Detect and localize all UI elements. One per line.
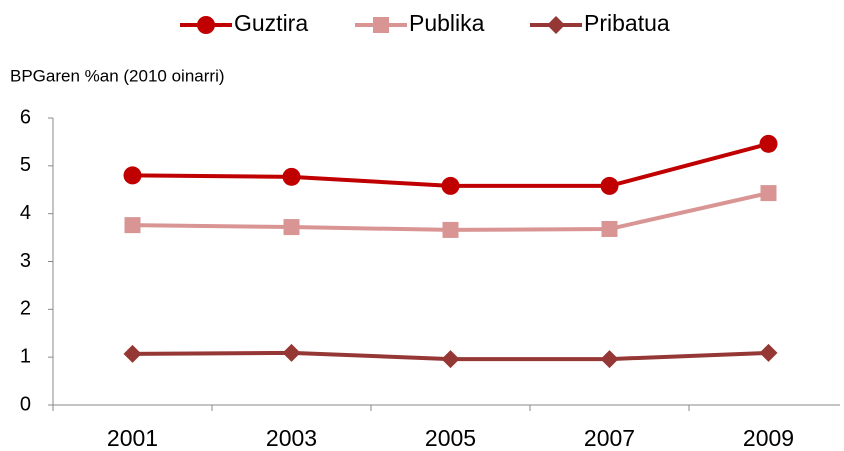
legend-marker: [547, 16, 565, 34]
marker: [442, 221, 459, 238]
marker: [760, 185, 777, 202]
marker: [601, 220, 618, 237]
marker: [759, 134, 778, 153]
marker: [282, 343, 301, 362]
y-tick-label: 3: [20, 250, 31, 272]
y-tick-label: 5: [20, 154, 31, 176]
legend-marker: [373, 17, 389, 33]
y-tick-label: 1: [20, 345, 31, 367]
marker: [441, 176, 460, 195]
x-tick-label: 2001: [107, 425, 158, 451]
y-tick-label: 4: [20, 202, 31, 224]
x-tick-label: 2007: [584, 425, 635, 451]
y-axis-label: BPGaren %an (2010 oinarri): [10, 66, 225, 85]
marker: [441, 350, 460, 369]
legend-label: Pribatua: [584, 10, 670, 36]
legend-marker: [197, 16, 215, 34]
x-tick-label: 2009: [743, 425, 794, 451]
marker: [759, 343, 778, 362]
x-tick-label: 2003: [266, 425, 317, 451]
y-tick-label: 0: [20, 393, 31, 415]
legend-label: Guztira: [234, 10, 308, 36]
x-tick-label: 2005: [425, 425, 476, 451]
marker: [282, 167, 301, 186]
y-tick-label: 2: [20, 298, 31, 320]
legend-label: Publika: [409, 10, 485, 36]
marker: [123, 344, 142, 363]
marker: [600, 350, 619, 369]
marker: [600, 176, 619, 195]
marker: [124, 217, 141, 234]
y-tick-label: 6: [20, 106, 31, 128]
marker: [283, 219, 300, 236]
marker: [123, 166, 142, 185]
